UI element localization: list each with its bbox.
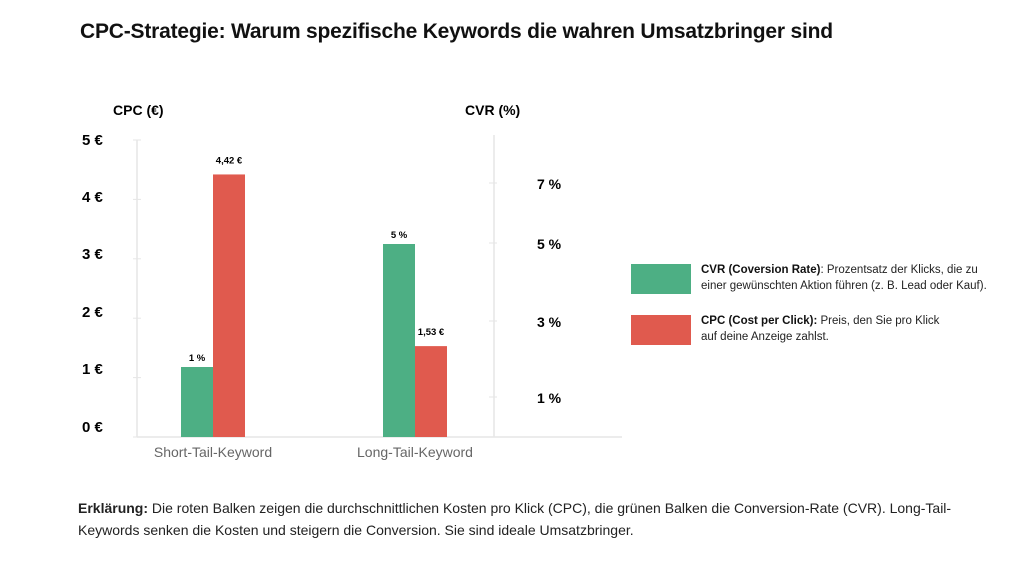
right-tick-label: 7 % <box>537 176 562 192</box>
bar-cpc <box>415 346 447 437</box>
legend-cpc-bold: CPC (Cost per Click): <box>701 315 818 327</box>
legend-cvr-bold: CVR (Coversion Rate) <box>701 264 821 276</box>
bar-cpc <box>213 174 245 437</box>
legend-cpc-text2: auf deine Anzeige zahlst. <box>701 331 829 343</box>
legend-cvr-text: : Prozentsatz der Klicks, die zu <box>820 264 978 276</box>
legend-cvr-text2: einer gewünschten Aktion führen (z. B. L… <box>701 280 987 292</box>
category-label: Long-Tail-Keyword <box>357 444 473 460</box>
explanation-bold: Erklärung: <box>78 500 149 516</box>
data-label-cpc: 1,53 € <box>418 327 445 338</box>
left-tick-label: 3 € <box>82 246 104 263</box>
right-tick-label: 3 % <box>537 314 562 330</box>
bar-cvr <box>181 367 213 437</box>
explanation-text: Die roten Balken zeigen die durchschnitt… <box>78 500 952 538</box>
right-tick-label: 1 % <box>537 390 562 406</box>
explanation: Erklärung: Die roten Balken zeigen die d… <box>78 497 958 541</box>
data-label-cvr: 5 % <box>391 230 408 241</box>
left-tick-label: 4 € <box>82 189 104 206</box>
chart-title: CPC-Strategie: Warum spezifische Keyword… <box>80 20 833 43</box>
data-label-cvr: 1 % <box>189 353 206 364</box>
left-tick-label: 5 € <box>82 132 104 149</box>
legend-swatch-cpc <box>631 315 691 345</box>
right-tick-label: 5 % <box>537 236 562 252</box>
left-tick-label: 0 € <box>82 419 104 436</box>
category-label: Short-Tail-Keyword <box>154 444 272 460</box>
bar-cvr <box>383 244 415 437</box>
data-label-cpc: 4,42 € <box>216 155 243 166</box>
right-axis-label: CVR (%) <box>465 102 520 118</box>
legend-cpc-text: Preis, den Sie pro Klick <box>817 315 940 327</box>
left-axis-label: CPC (€) <box>113 102 164 118</box>
legend-swatch-cvr <box>631 264 691 294</box>
legend-item-cvr: CVR (Coversion Rate): Prozentsatz der Kl… <box>631 264 987 294</box>
legend-item-cpc: CPC (Cost per Click): Preis, den Sie pro… <box>631 315 939 345</box>
left-tick-label: 1 € <box>82 361 104 378</box>
left-tick-label: 2 € <box>82 304 104 321</box>
